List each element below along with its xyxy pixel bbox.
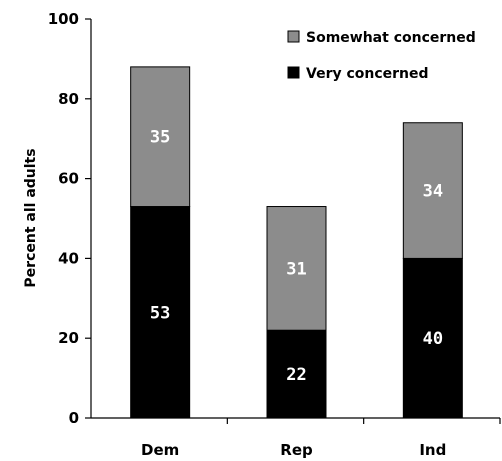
legend-swatch [287, 66, 300, 79]
bar-segment [266, 206, 327, 331]
data-label: 40 [423, 329, 443, 349]
bars [130, 66, 463, 419]
category-label: Dem [141, 441, 179, 459]
data-label: 22 [286, 365, 306, 385]
data-label: 31 [286, 259, 306, 279]
y-tick-label: 100 [48, 10, 79, 28]
bar-segment [402, 257, 463, 419]
bar-segment [402, 122, 463, 259]
y-axis-ticks: 0 20 40 60 80 100 [48, 10, 91, 427]
legend-label: Very concerned [306, 66, 429, 82]
data-label: 53 [150, 303, 170, 323]
y-tick-label: 0 [69, 409, 79, 427]
axes [90, 19, 501, 424]
category-label: Ind [419, 441, 446, 459]
bar-segment [130, 66, 191, 208]
category-label: Rep [280, 441, 313, 459]
data-labels: 53 35 22 31 40 34 [150, 128, 443, 385]
category-labels: Dem Rep Ind [141, 441, 446, 459]
y-tick-label: 40 [58, 249, 79, 267]
y-axis-label: Percent all adults [23, 148, 39, 287]
y-tick-label: 60 [58, 170, 79, 188]
y-tick-label: 80 [58, 90, 79, 108]
legend-swatch [287, 30, 300, 43]
data-label: 34 [423, 182, 443, 202]
legend-label: Somewhat concerned [306, 30, 476, 46]
bar-segment [266, 329, 327, 419]
data-label: 35 [150, 128, 170, 148]
legend: Somewhat concerned Very concerned [287, 30, 476, 82]
y-tick-label: 20 [58, 329, 79, 347]
